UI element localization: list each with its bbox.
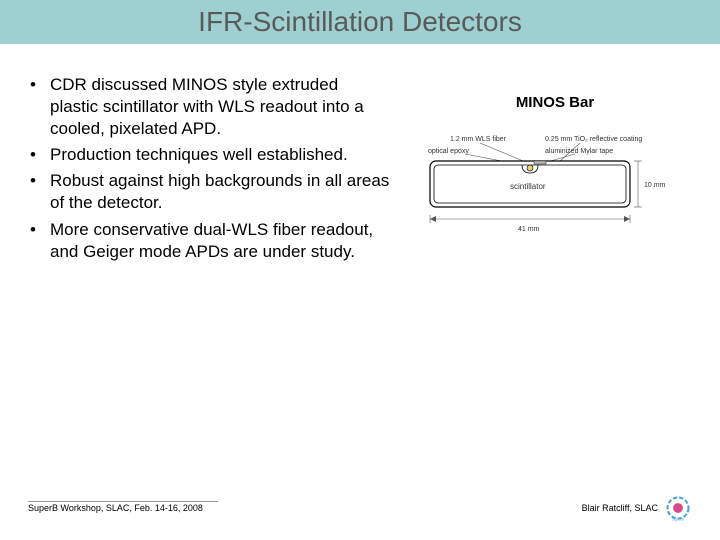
superb-logo-icon: SuperB — [664, 494, 692, 522]
figure-label: MINOS Bar — [410, 94, 700, 111]
footer-right: Blair Ratcliff, SLAC SuperB — [582, 494, 692, 522]
bullet-column: CDR discussed MINOS style extruded plast… — [30, 74, 390, 267]
content-area: CDR discussed MINOS style extruded plast… — [0, 44, 720, 267]
dim-width: 41 mm — [518, 226, 540, 233]
bullet-item: CDR discussed MINOS style extruded plast… — [30, 74, 390, 140]
annot-epoxy: optical epoxy — [428, 148, 469, 155]
svg-text:SuperB: SuperB — [672, 518, 684, 522]
annot-coating: 0.25 mm TiO₂ reflective coating — [545, 136, 642, 143]
figure-column: MINOS Bar 1.2 mm WLS fiber 0.25 mm TiO₂ … — [390, 74, 700, 267]
bullet-item: Production techniques well established. — [30, 144, 390, 166]
slide-title: IFR-Scintillation Detectors — [0, 6, 720, 38]
minos-bar-diagram: 1.2 mm WLS fiber 0.25 mm TiO₂ reflective… — [410, 131, 670, 251]
footer: SuperB Workshop, SLAC, Feb. 14-16, 2008 … — [0, 494, 720, 522]
title-bar: IFR-Scintillation Detectors — [0, 0, 720, 44]
dim-height: 10 mm — [644, 182, 666, 189]
wls-fiber — [527, 165, 533, 171]
annot-fiber: 1.2 mm WLS fiber — [450, 136, 507, 143]
bullet-item: Robust against high backgrounds in all a… — [30, 170, 390, 214]
footer-author: Blair Ratcliff, SLAC — [582, 503, 658, 513]
annot-scint: scintillator — [510, 182, 546, 191]
bullet-item: More conservative dual-WLS fiber readout… — [30, 219, 390, 263]
footer-left: SuperB Workshop, SLAC, Feb. 14-16, 2008 — [28, 503, 203, 513]
bullet-list: CDR discussed MINOS style extruded plast… — [30, 74, 390, 263]
annot-mylar: aluminized Mylar tape — [545, 148, 613, 155]
